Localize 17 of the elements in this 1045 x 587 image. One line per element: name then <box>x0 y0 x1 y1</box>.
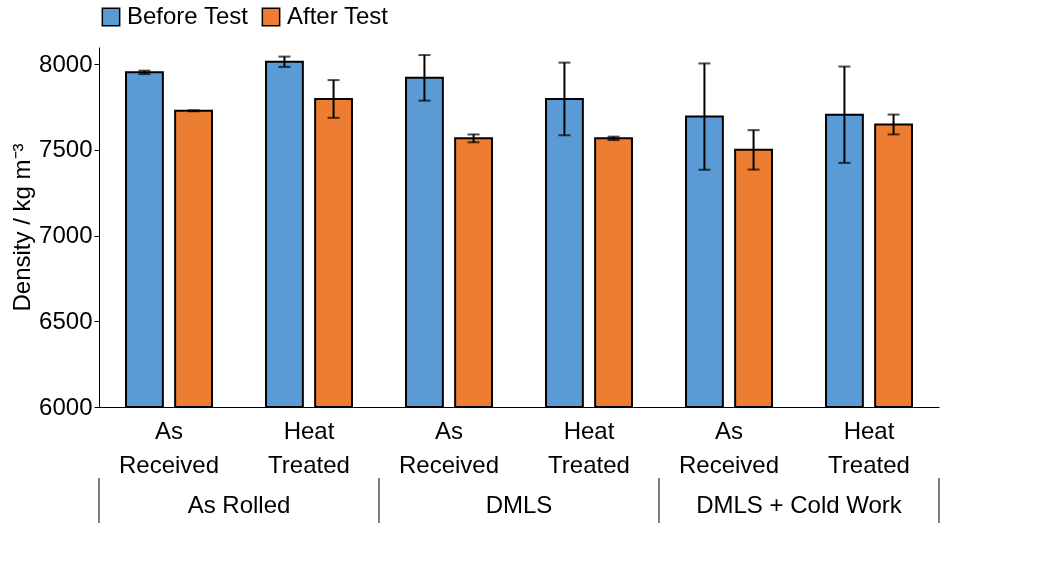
x-tick-label: As Received <box>678 416 780 478</box>
y-tick-label: 7500 <box>39 135 93 163</box>
x-tick-label: Heat Treated <box>268 416 350 478</box>
y-axis-title: Density / kg m⁻³ <box>8 143 36 312</box>
text: DMLS <box>485 491 553 518</box>
x-tick-label: As Received <box>118 416 220 478</box>
text: As Rolled <box>187 491 291 518</box>
text: DMLS + Cold Work <box>696 491 903 518</box>
y-tick-label: 8000 <box>39 49 93 77</box>
y-tick-label: 7000 <box>39 221 93 249</box>
legend-label: After Test <box>287 2 389 29</box>
legend-label: Before Test <box>127 2 249 29</box>
x-tick-label: Heat Treated <box>828 416 910 478</box>
y-tick-label: 6500 <box>39 306 93 334</box>
y-tick-label: 6000 <box>39 392 93 420</box>
x-tick-label: As Received <box>398 416 500 478</box>
x-tick-label: Heat Treated <box>548 416 630 478</box>
